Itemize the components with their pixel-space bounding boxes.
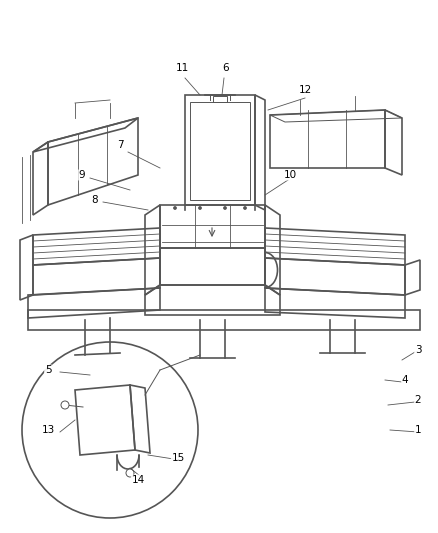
- Text: 7: 7: [117, 140, 124, 150]
- Circle shape: [126, 469, 134, 477]
- Circle shape: [198, 206, 201, 209]
- Circle shape: [223, 206, 226, 209]
- Text: 5: 5: [45, 365, 51, 375]
- Text: 13: 13: [41, 425, 55, 435]
- Circle shape: [173, 206, 177, 209]
- Circle shape: [244, 206, 247, 209]
- Text: 12: 12: [298, 85, 311, 95]
- Text: 1: 1: [415, 425, 421, 435]
- Text: 2: 2: [415, 395, 421, 405]
- Text: 14: 14: [131, 475, 145, 485]
- Text: 3: 3: [415, 345, 421, 355]
- Text: 10: 10: [283, 170, 297, 180]
- Text: 9: 9: [79, 170, 85, 180]
- Text: 11: 11: [175, 63, 189, 73]
- Text: 8: 8: [92, 195, 98, 205]
- Text: 4: 4: [402, 375, 408, 385]
- Text: 6: 6: [223, 63, 230, 73]
- Text: 15: 15: [171, 453, 185, 463]
- Bar: [213, 96, 227, 102]
- Circle shape: [61, 401, 69, 409]
